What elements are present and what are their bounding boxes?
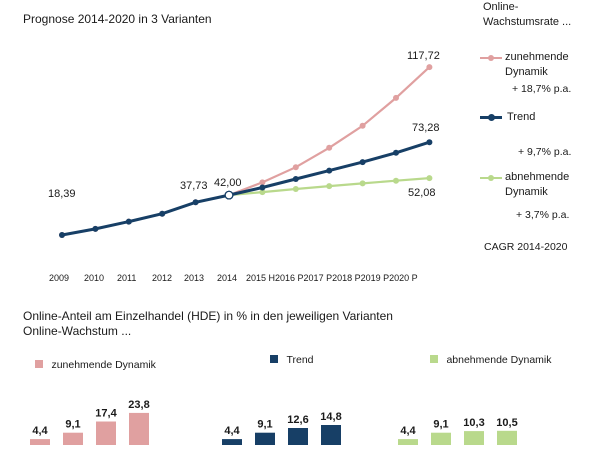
bar-label-1-3: 14,8 [320,411,341,423]
bar-0-2 [96,421,116,445]
legend-label-abnehmende: abnehmende Dynamik [505,171,570,198]
bar-label-2-1: 9,1 [433,419,448,431]
data-label: 42,00 [214,177,242,189]
data-point-s1-0 [59,232,65,238]
bar-label-0-3: 23,8 [128,399,149,411]
data-point-s2-9 [359,180,366,187]
bar-section-title: Online-Anteil am Einzelhandel (HDE) in %… [23,309,393,323]
bar-legend-abnehmende: abnehmende Dynamik [430,350,552,368]
x-tick-label: 2010 [84,273,104,283]
data-point-s2-11 [426,175,433,182]
bar-2-3 [497,430,517,445]
bar-legend-swatch-abnehmende [430,355,438,363]
data-point-s1-11 [426,139,433,146]
bar-1-0 [222,439,242,445]
data-point-s0-7 [292,164,299,171]
legend-label-trend: Trend [507,111,536,123]
x-tick-label: 2013 [184,273,204,283]
data-label: 52,08 [408,187,436,199]
data-point-s1-4 [192,199,199,206]
bar-legend-zunehmende: zunehmende Dynamik [35,355,156,373]
bar-2-1 [431,432,451,445]
bar-label-1-0: 4,4 [224,425,240,437]
data-point-s2-8 [326,183,333,190]
legend-marker-trend [488,114,495,121]
data-label: 18,39 [48,188,76,200]
bar-legend-label-trend: Trend [286,354,314,366]
data-point-s2-7 [292,186,299,192]
x-tick-label: 2015 H2016 P2017 P2018 P2019 P2020 P [246,273,418,283]
legend-heading: Online- Wachstumsrate ... [483,0,593,30]
series-line-1 [61,140,430,237]
legend-label-zunehmende: zunehmende Dynamik [505,51,569,78]
bar-label-0-1: 9,1 [65,419,80,431]
data-point-s0-11 [426,64,433,71]
bar-legend-label-abnehmende: abnehmende Dynamik [446,354,552,366]
data-point-s1-5 [224,190,234,200]
data-point-s1-1 [92,225,99,232]
bar-1-1 [255,432,275,445]
bar-label-0-0: 4,4 [32,425,48,437]
bar-legend-label-zunehmende: zunehmende Dynamik [51,359,156,371]
data-point-s1-9 [359,159,366,166]
legend-rate-abnehmende: + 3,7% p.a. [516,209,570,221]
bar-legend-trend: Trend [270,350,314,368]
data-point-s0-10 [393,94,399,101]
legend-marker-zunehmende [488,55,494,61]
data-point-s2-10 [393,177,399,184]
bar-legend-swatch-trend [270,355,278,363]
bar-1-2 [288,428,308,445]
legend-rate-trend: + 9,7% p.a. [518,146,572,158]
x-tick-label: 2012 [152,273,172,283]
bar-label-2-2: 10,3 [463,417,484,429]
bar-0-1 [63,432,83,445]
data-point-s1-6 [259,184,266,191]
bar-label-1-2: 12,6 [287,414,308,426]
data-label: 73,28 [412,122,440,134]
bar-label-2-0: 4,4 [400,425,416,437]
data-label: 117,72 [407,50,440,62]
legend-heading-text: Online- Wachstumsrate ... [483,1,572,28]
data-point-s1-8 [326,167,333,174]
data-point-s0-8 [326,144,333,151]
legend-marker-abnehmende [488,175,494,181]
bar-label-1-1: 9,1 [257,419,272,431]
bar-0-3 [129,412,149,445]
cagr-label: CAGR 2014-2020 [484,241,568,253]
data-point-s1-3 [159,210,166,217]
bar-2-2 [464,431,484,445]
bar-legend-swatch-zunehmende [35,360,43,368]
bar-label-0-2: 17,4 [95,408,117,420]
data-point-s0-9 [359,122,366,129]
x-tick-label: 2014 [217,273,237,283]
data-point-s0-6 [259,179,266,186]
data-point-s1-2 [125,218,132,225]
x-tick-label: 2011 [117,273,136,283]
data-point-s2-6 [259,189,266,196]
data-point-s1-7 [292,176,299,182]
data-point-s1-10 [393,149,399,156]
x-tick-label: 2009 [49,273,69,283]
line-chart-title: Prognose 2014-2020 in 3 Varianten [23,12,212,26]
bar-section-subtitle: Online-Wachstum ... [23,324,132,338]
bar-0-0 [30,439,50,445]
data-label: 37,73 [180,180,208,192]
legend-rate-zunehmende: + 18,7% p.a. [512,83,572,95]
bar-1-3 [321,425,341,445]
bar-2-0 [398,439,418,445]
bar-label-2-3: 10,5 [496,417,517,429]
